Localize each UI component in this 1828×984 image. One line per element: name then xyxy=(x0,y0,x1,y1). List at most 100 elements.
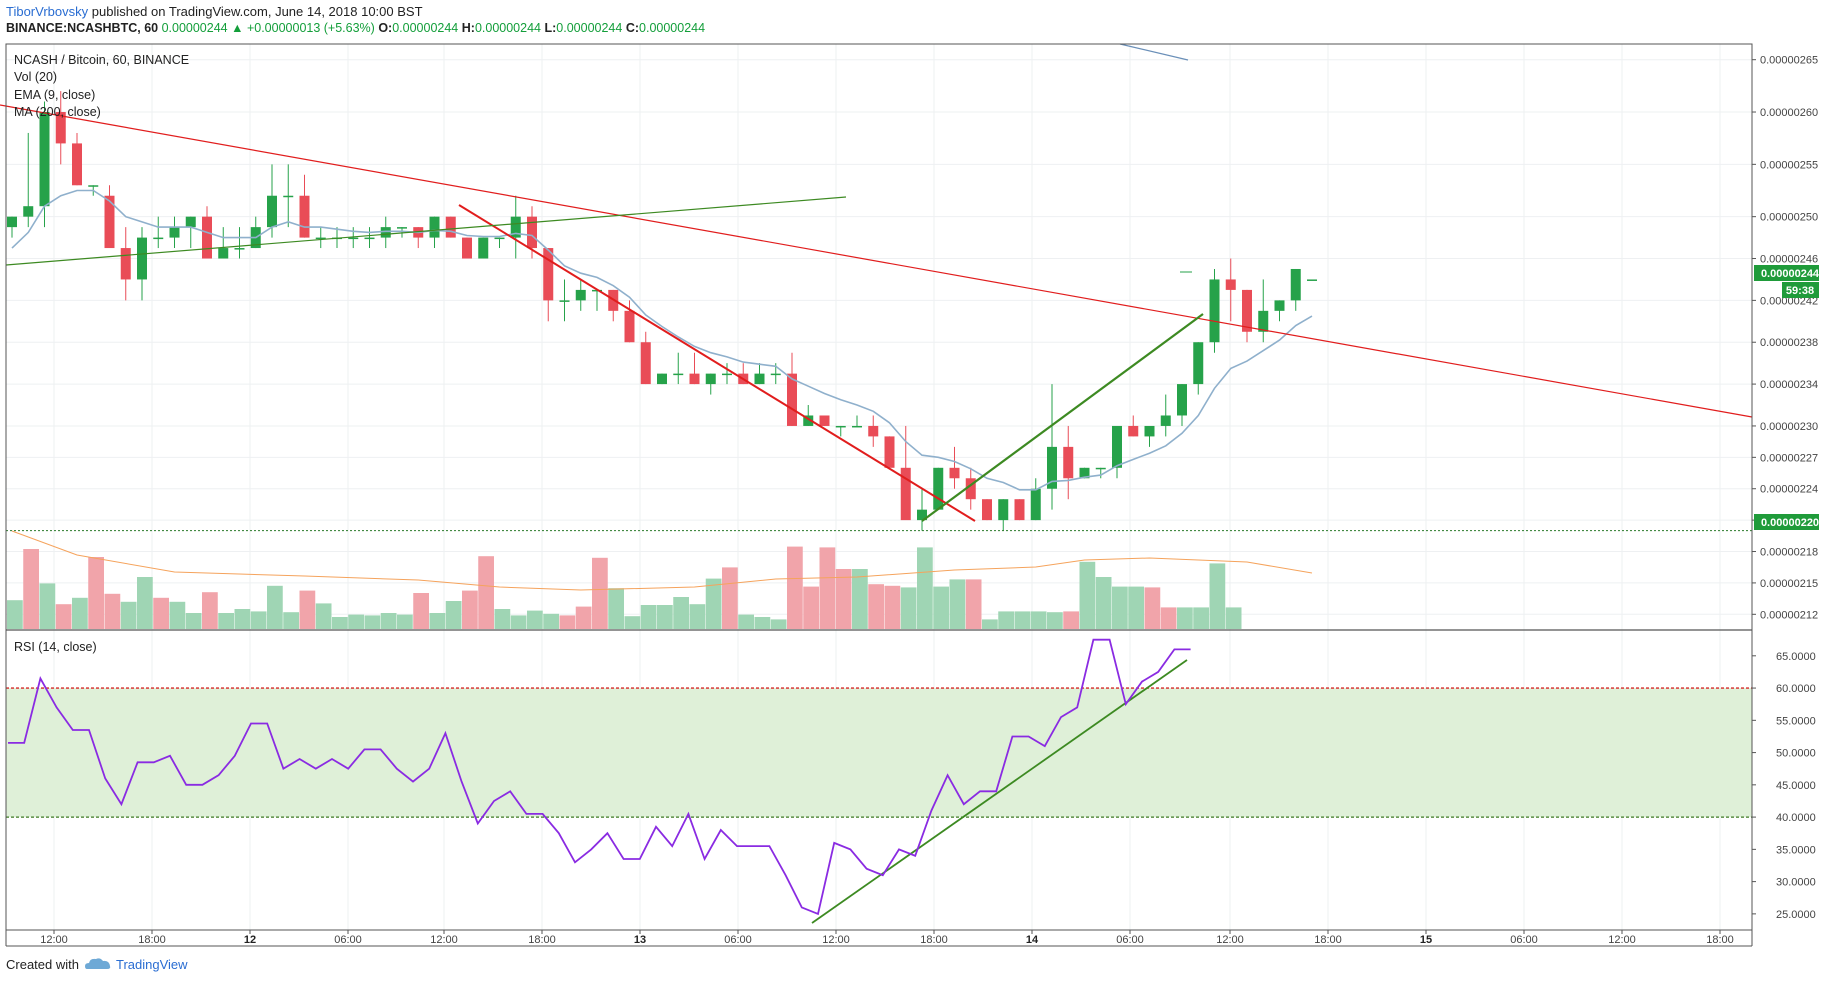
candle xyxy=(689,373,700,385)
frame xyxy=(5,43,1753,947)
volume-bar xyxy=(1079,561,1096,629)
candle xyxy=(1242,289,1252,332)
rsi-band-fill xyxy=(6,688,1752,818)
candle xyxy=(462,237,472,259)
volume-bar xyxy=(1112,586,1128,629)
volume-bar xyxy=(7,600,23,629)
volume-bar xyxy=(1095,577,1112,629)
time-tick-label: 12:00 xyxy=(1608,934,1636,946)
candle xyxy=(900,467,911,521)
candle xyxy=(982,499,992,521)
candle xyxy=(787,373,797,426)
volume-bar xyxy=(332,617,348,629)
candle xyxy=(803,415,814,426)
volume-bar xyxy=(104,593,121,629)
volume-ma-line xyxy=(11,530,1313,591)
tradingview-link[interactable]: TradingView xyxy=(116,957,188,972)
volume-bar xyxy=(1144,587,1161,629)
candle xyxy=(380,227,391,238)
candle xyxy=(72,143,82,186)
time-tick-label: 06:00 xyxy=(1116,934,1144,946)
volume-bar xyxy=(39,583,56,629)
candle xyxy=(234,248,245,250)
price-tick-label: 0.00000255 xyxy=(1760,159,1818,171)
volume-bar xyxy=(429,613,446,629)
candle xyxy=(949,467,960,479)
price-tick-label: 0.00000246 xyxy=(1760,254,1818,266)
volume-bar xyxy=(462,590,478,629)
author-link[interactable]: TiborVrbovsky xyxy=(6,4,89,19)
time-tick-label: 12:00 xyxy=(822,934,850,946)
price-tick-label: 0.00000265 xyxy=(1760,55,1818,67)
candle xyxy=(1063,446,1074,479)
candle xyxy=(283,195,294,198)
candle xyxy=(185,216,196,228)
candle xyxy=(429,216,440,238)
green-support-trendline xyxy=(921,313,1204,522)
rsi-tick-label: 60.0000 xyxy=(1776,683,1816,695)
price-tick-label: 0.00000218 xyxy=(1760,547,1818,559)
last-price-text: 0.00000244 xyxy=(1761,268,1820,280)
volume-bar xyxy=(478,556,494,629)
volume-bar xyxy=(559,615,576,629)
candle xyxy=(1177,384,1187,416)
candle xyxy=(754,373,765,385)
chart-legend: NCASH / Bitcoin, 60, BINANCE Vol (20) EM… xyxy=(14,52,189,121)
short-red-trendline xyxy=(458,204,976,522)
candle xyxy=(722,373,732,376)
c-value: 0.00000244 xyxy=(639,21,706,35)
price-tick-label: 0.00000250 xyxy=(1760,212,1818,224)
candle xyxy=(673,373,684,376)
volume-bar xyxy=(657,605,673,629)
volume-bar xyxy=(787,546,803,629)
volume-bar xyxy=(267,585,283,629)
ma-200-line xyxy=(5,196,847,266)
candle xyxy=(39,112,50,207)
time-tick-label: 12:00 xyxy=(1216,934,1244,946)
time-tick-label: 12:00 xyxy=(40,934,68,946)
volume-bar xyxy=(153,597,169,629)
volume-bar xyxy=(640,605,657,629)
candle xyxy=(510,216,521,238)
volume-bar xyxy=(933,586,949,629)
rsi-band xyxy=(6,687,1752,818)
volume-bar xyxy=(835,569,852,629)
volume-bar xyxy=(250,611,267,629)
price-tick-label: 0.00000260 xyxy=(1760,107,1818,119)
published-info: published on TradingView.com, June 14, 2… xyxy=(91,4,423,19)
volume-bar xyxy=(1014,611,1031,629)
volume-bar xyxy=(803,586,819,629)
candle xyxy=(1225,279,1236,290)
open-value: 0.00000244 xyxy=(161,21,228,35)
price-tick-label: 0.00000224 xyxy=(1760,484,1818,496)
candle xyxy=(153,237,164,240)
time-tick-label: 18:00 xyxy=(920,934,948,946)
volume-bar xyxy=(1160,607,1177,629)
volume-bar xyxy=(55,604,72,629)
volume-bar xyxy=(137,577,153,629)
volume-bar xyxy=(705,578,722,629)
candle xyxy=(397,227,407,229)
candle xyxy=(494,237,505,240)
created-with: Created with xyxy=(6,957,79,972)
volume-bar xyxy=(982,619,998,629)
volume-bar xyxy=(1177,607,1193,629)
candle xyxy=(120,248,131,280)
volume-bar xyxy=(120,601,137,629)
h-label: H: xyxy=(461,21,475,35)
time-tick-label: 06:00 xyxy=(334,934,362,946)
volume-bar xyxy=(868,584,884,629)
volume-bar xyxy=(185,613,202,629)
volume-bar xyxy=(510,615,527,629)
volume-bar xyxy=(608,588,624,629)
volume-bar xyxy=(218,613,234,629)
rsi-tick-label: 65.0000 xyxy=(1776,651,1816,663)
volume-bar xyxy=(673,597,689,629)
price-tick-label: 0.00000242 xyxy=(1760,295,1818,307)
volume-bar xyxy=(754,617,771,629)
candle xyxy=(868,425,879,437)
plot-frame xyxy=(5,43,1753,931)
volume-bar xyxy=(202,592,218,629)
candle xyxy=(933,467,944,510)
